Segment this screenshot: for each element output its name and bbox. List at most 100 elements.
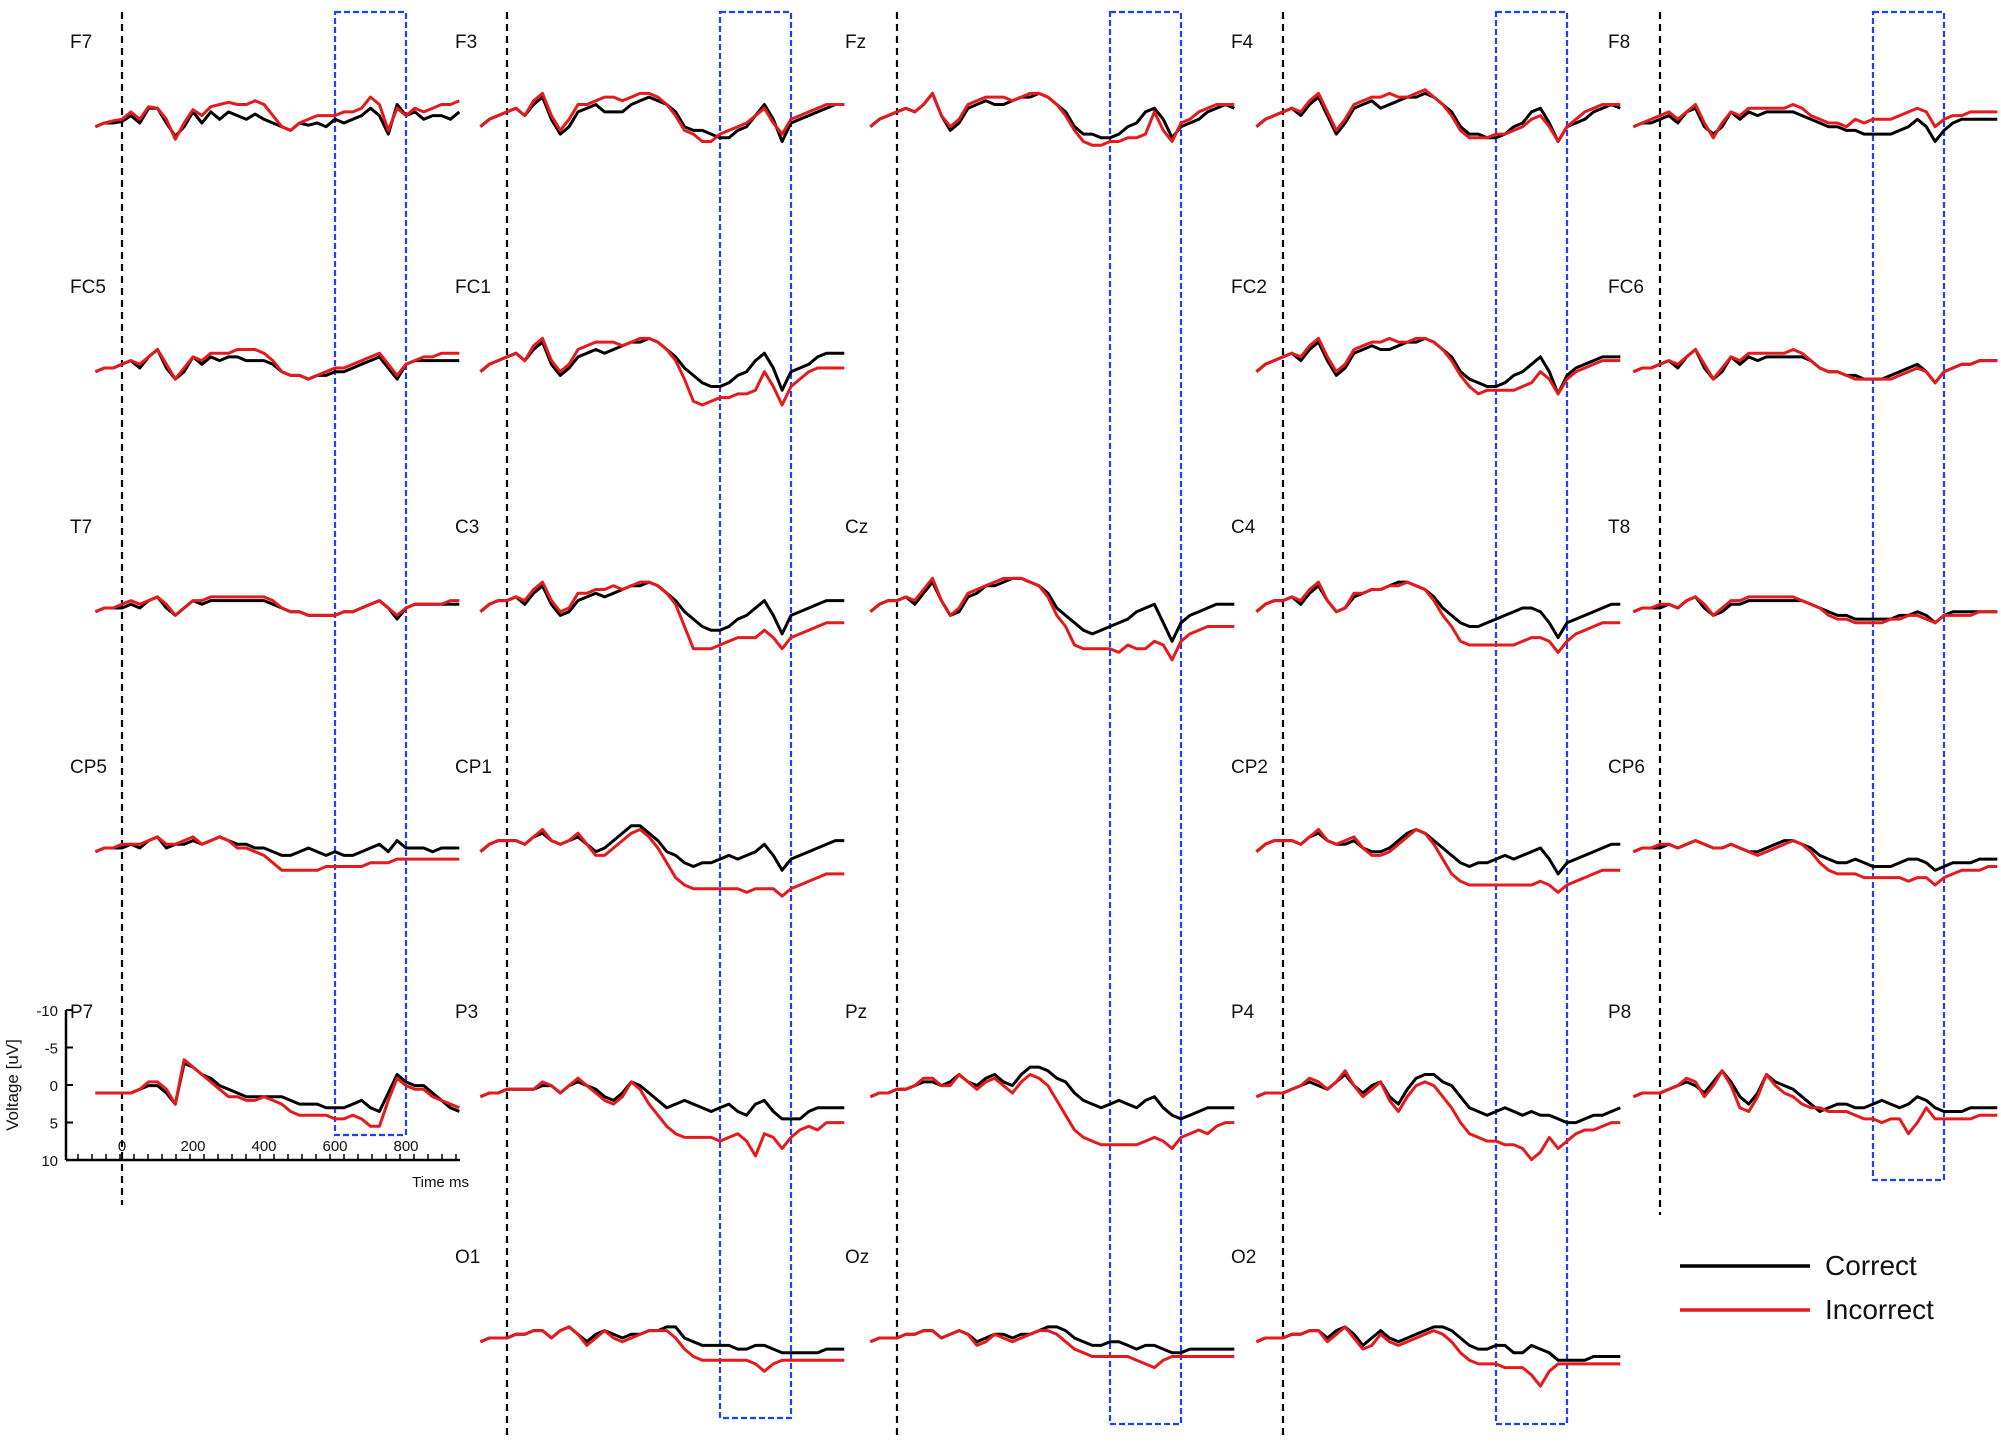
y-tick-label: 0 xyxy=(50,1078,58,1095)
channel-label: CP1 xyxy=(455,757,492,778)
channel-label: CP2 xyxy=(1231,757,1268,778)
channel-f3: F3 xyxy=(455,32,845,143)
channel-label: P3 xyxy=(455,1002,478,1023)
channel-label: T7 xyxy=(70,517,92,538)
channel-f4: F4 xyxy=(1231,32,1621,143)
channel-label: F4 xyxy=(1231,32,1254,53)
trace-incorrect xyxy=(479,336,845,407)
channel-cz: Cz xyxy=(845,517,1235,662)
channel-f7: F7 xyxy=(70,32,461,141)
trace-correct xyxy=(479,1080,845,1121)
channel-p3: P3 xyxy=(455,1002,845,1158)
trace-incorrect xyxy=(869,1329,1235,1370)
legend-label: Incorrect xyxy=(1825,1294,1934,1325)
channel-label: FC5 xyxy=(70,277,106,298)
scale-axes: -10 -5 0 5 10 0 200 400 600 800 Voltage [uV] Time m… xyxy=(3,1003,469,1191)
channel-pz: Pz xyxy=(845,1002,1235,1150)
trace-incorrect xyxy=(479,91,845,143)
legend-label: Correct xyxy=(1825,1250,1917,1281)
channel-label: F8 xyxy=(1608,32,1630,53)
channel-oz: Oz xyxy=(845,1247,1235,1370)
y-tick-label: 5 xyxy=(50,1116,58,1133)
trace-incorrect xyxy=(1632,595,1998,625)
trace-correct xyxy=(869,576,1235,643)
x-tick-label: 800 xyxy=(393,1138,418,1155)
trace-incorrect xyxy=(1632,103,1998,140)
y-tick-label: -5 xyxy=(45,1041,58,1058)
trace-incorrect xyxy=(479,1076,845,1158)
highlight-window xyxy=(333,10,408,1137)
highlight-window xyxy=(1871,10,1946,1182)
channel-label: Cz xyxy=(845,517,868,538)
trace-incorrect xyxy=(869,576,1235,662)
trace-incorrect xyxy=(1632,839,1998,887)
trace-incorrect xyxy=(95,1058,460,1128)
trace-incorrect xyxy=(479,580,845,651)
trace-incorrect xyxy=(869,1073,1235,1150)
channel-cp1: CP1 xyxy=(455,757,845,898)
channel-t7: T7 xyxy=(70,517,460,621)
trace-incorrect xyxy=(1632,348,1998,385)
channel-t8: T8 xyxy=(1608,517,1998,625)
highlight-window xyxy=(1494,10,1569,1426)
legend: Correct Incorrect xyxy=(1680,1250,1934,1325)
highlight-window xyxy=(1108,10,1183,1426)
x-tick-label: 600 xyxy=(322,1138,347,1155)
channel-label: FC2 xyxy=(1231,277,1267,298)
channel-p4: P4 xyxy=(1231,1002,1621,1162)
channel-label: FC6 xyxy=(1608,277,1644,298)
channel-label: O1 xyxy=(455,1247,480,1268)
trace-correct xyxy=(1632,1069,1998,1113)
x-tick-label: 0 xyxy=(118,1138,126,1155)
channel-cp2: CP2 xyxy=(1231,757,1621,894)
trace-incorrect xyxy=(479,1325,845,1373)
channel-fc5: FC5 xyxy=(70,277,460,381)
channel-fc1: FC1 xyxy=(455,277,845,407)
trace-incorrect xyxy=(1255,1069,1621,1162)
channel-label: T8 xyxy=(1608,517,1630,538)
channel-c3: C3 xyxy=(455,517,845,651)
trace-incorrect xyxy=(1255,336,1621,396)
trace-incorrect xyxy=(869,91,1235,147)
channel-label: C4 xyxy=(1231,517,1256,538)
trace-incorrect xyxy=(94,348,460,381)
channel-label: O2 xyxy=(1231,1247,1256,1268)
trace-incorrect xyxy=(94,835,460,872)
channel-label: FC1 xyxy=(455,277,491,298)
trace-correct xyxy=(1255,580,1621,640)
channel-label: C3 xyxy=(455,517,479,538)
channel-label: CP5 xyxy=(70,757,107,778)
channel-label: P4 xyxy=(1231,1002,1255,1023)
trace-correct xyxy=(1255,828,1621,876)
trace-incorrect xyxy=(1255,88,1621,143)
y-axis-label: Voltage [uV] xyxy=(3,1039,22,1131)
trace-incorrect xyxy=(1255,828,1621,894)
channel-fc2: FC2 xyxy=(1231,277,1621,396)
trace-correct xyxy=(95,1061,460,1113)
trace-incorrect xyxy=(1255,580,1621,654)
trace-incorrect xyxy=(479,828,845,898)
channel-cp6: CP6 xyxy=(1608,757,1998,887)
x-axis-label: Time ms xyxy=(412,1174,469,1191)
trace-incorrect xyxy=(1632,1069,1998,1136)
y-tick-label: 10 xyxy=(41,1153,58,1170)
trace-correct xyxy=(1255,1073,1621,1125)
y-tick-label: -10 xyxy=(36,1003,58,1020)
channel-p7: P7 xyxy=(70,1002,460,1128)
channel-p8: P8 xyxy=(1608,1002,1998,1136)
channel-label: F7 xyxy=(70,32,92,53)
channel-label: CP6 xyxy=(1608,757,1645,778)
trace-correct xyxy=(869,1065,1235,1121)
channel-fz: Fz xyxy=(845,32,1235,147)
channel-label: Fz xyxy=(845,32,866,53)
channel-fc6: FC6 xyxy=(1608,277,1998,385)
channel-o1: O1 xyxy=(455,1247,845,1373)
channel-label: F3 xyxy=(455,32,477,53)
channel-cp5: CP5 xyxy=(70,757,460,872)
channel-label: P8 xyxy=(1608,1002,1631,1023)
channel-label: Oz xyxy=(845,1247,869,1268)
x-tick-label: 400 xyxy=(251,1138,276,1155)
channel-label: Pz xyxy=(845,1002,867,1023)
